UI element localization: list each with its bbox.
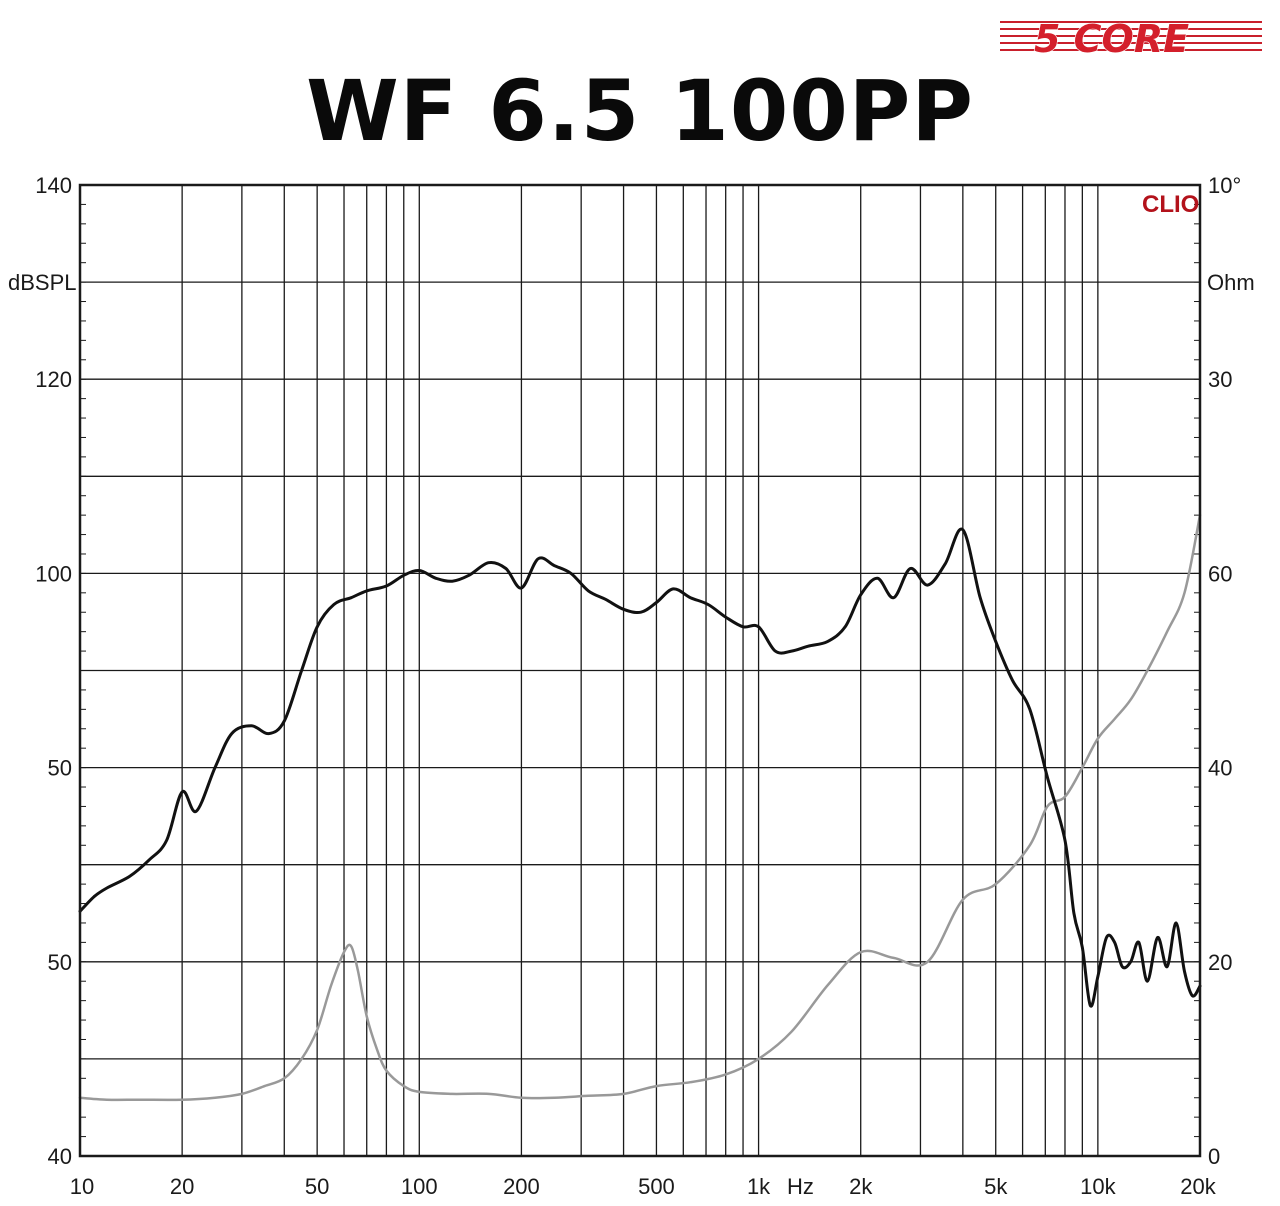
y-tick-label-right: 40 xyxy=(1208,756,1232,781)
x-tick-label: 200 xyxy=(503,1174,540,1199)
x-tick-label: 500 xyxy=(638,1174,675,1199)
spl-curve xyxy=(78,527,1202,1008)
y-axis-left-label: dBSPL xyxy=(8,270,77,295)
x-tick-label: 1k xyxy=(747,1174,771,1199)
y-tick-label-left: 50 xyxy=(48,756,72,781)
brand-logo-graphic: 5 CORE xyxy=(1000,16,1262,62)
x-tick-label: 5k xyxy=(984,1174,1008,1199)
tick-labels: 10 20 50 100 200 500 1k 2k 5k 10k 20k1401201005050… xyxy=(35,173,1241,1199)
impedance-curve xyxy=(78,513,1202,1102)
y-tick-label-right: 60 xyxy=(1208,561,1232,586)
y-tick-label-right: 30 xyxy=(1208,367,1232,392)
x-tick-label: 10k xyxy=(1080,1174,1116,1199)
x-tick-label: 20 xyxy=(170,1174,194,1199)
clio-watermark: CLIO xyxy=(1142,191,1199,218)
y-tick-label-left: 120 xyxy=(35,367,72,392)
x-tick-label: 10 xyxy=(70,1174,94,1199)
y-tick-label-left: 140 xyxy=(35,173,72,198)
x-tick-label: 2k xyxy=(849,1174,873,1199)
x-tick-label: 100 xyxy=(401,1174,438,1199)
chart-frame xyxy=(78,183,1202,1158)
y-tick-label-left: 40 xyxy=(48,1144,72,1169)
chart-grid xyxy=(80,184,1200,1157)
x-tick-label: 20k xyxy=(1180,1174,1216,1199)
brand-logo: 5 CORE xyxy=(1000,8,1270,64)
y-tick-label-left: 50 xyxy=(48,950,72,975)
y-tick-label-right: 10° xyxy=(1208,173,1241,198)
y-tick-label-left: 100 xyxy=(35,561,72,586)
x-axis-label: Hz xyxy=(787,1174,814,1199)
y-tick-label-right: 20 xyxy=(1208,950,1232,975)
x-tick-label: 50 xyxy=(305,1174,329,1199)
y-tick-label-right: 0 xyxy=(1208,1144,1220,1169)
chart-series xyxy=(78,513,1202,1102)
y-axis-right-label: Ohm xyxy=(1207,270,1255,295)
brand-logo-text: 5 CORE xyxy=(1034,17,1189,61)
page-title: WF 6.5 100PP xyxy=(306,62,974,160)
